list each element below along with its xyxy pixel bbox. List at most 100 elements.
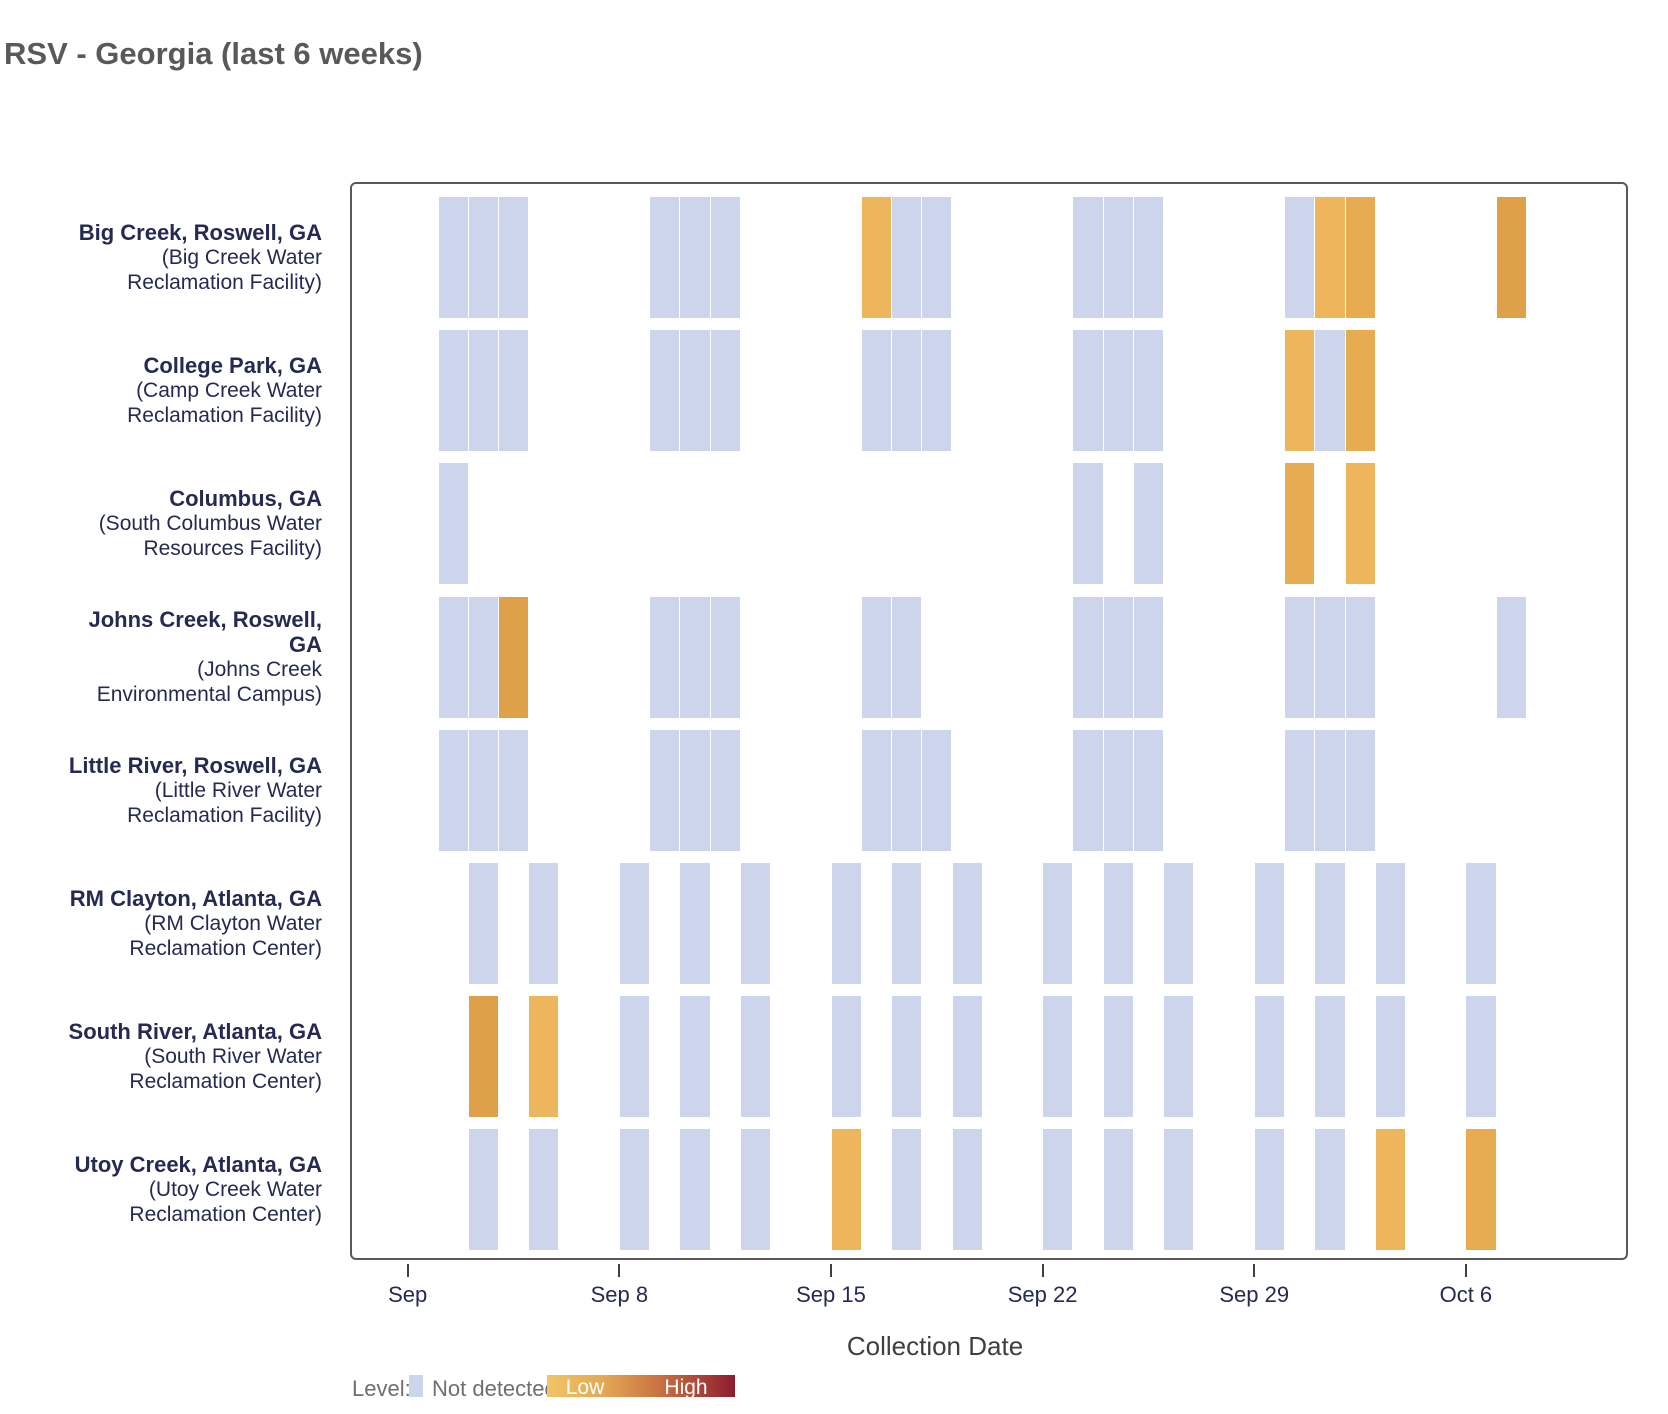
legend-not-detected-swatch <box>409 1375 423 1397</box>
heatmap-tile <box>1103 863 1133 984</box>
heatmap-tile <box>1466 1129 1496 1251</box>
heatmap-tile <box>680 1129 710 1251</box>
heatmap-tile <box>1345 729 1375 851</box>
heatmap-tile <box>922 729 952 851</box>
heatmap-tile <box>952 863 982 984</box>
row-label: Utoy Creek, Atlanta, GA (Utoy Creek Water… <box>0 1120 322 1260</box>
heatmap-tile <box>1164 863 1194 984</box>
heatmap-tile <box>1285 729 1315 851</box>
heatmap-tile <box>499 197 529 318</box>
facility-name-line: Reclamation Facility) <box>127 271 322 294</box>
heatmap-tile <box>1315 330 1345 452</box>
heatmap-tile <box>468 330 498 452</box>
heatmap-tile <box>1133 596 1164 718</box>
heatmap-tile <box>499 729 529 851</box>
heatmap-tile <box>468 197 498 318</box>
heatmap-tile <box>650 197 680 318</box>
x-axis-tick <box>829 1264 832 1277</box>
heatmap-tile <box>1043 863 1073 984</box>
row-label: RM Clayton, Atlanta, GA (RM Clayton Water… <box>0 854 322 994</box>
heatmap-tile <box>438 729 468 851</box>
heatmap-tile <box>499 330 529 452</box>
heatmap-tile <box>619 1129 650 1251</box>
heatmap-tile <box>892 330 922 452</box>
heatmap-tile <box>922 330 952 452</box>
heatmap-tile <box>1164 996 1194 1118</box>
heatmap-tile <box>892 729 922 851</box>
heatmap-tile <box>861 729 891 851</box>
heatmap-tile <box>1315 197 1345 318</box>
heatmap-tile <box>468 1129 498 1251</box>
heatmap-tile <box>1375 863 1405 984</box>
heatmap-panel <box>350 182 1628 1260</box>
heatmap-tile <box>468 729 498 851</box>
heatmap-tile <box>1164 1129 1194 1251</box>
heatmap-tile <box>831 996 861 1118</box>
heatmap-tile <box>1103 729 1133 851</box>
facility-name-line: (Big Creek Water <box>161 246 322 269</box>
heatmap-tile <box>952 996 982 1118</box>
row-label: Little River, Roswell, GA (Little River W… <box>0 720 322 860</box>
heatmap-tile <box>710 330 740 452</box>
heatmap-tile <box>680 996 710 1118</box>
facility-name-line: (South Columbus Water <box>98 512 322 536</box>
facility-name-line: (Camp Creek Water <box>136 379 322 403</box>
heatmap-tile <box>861 197 891 318</box>
legend-not-detected-label: Not detected <box>432 1376 557 1401</box>
heatmap-tile <box>438 330 468 452</box>
x-axis-tick-label: Sep 8 <box>590 1282 649 1307</box>
heatmap-tile <box>468 996 498 1118</box>
heatmap-tile <box>650 596 680 718</box>
heatmap-tile <box>1133 729 1164 851</box>
x-axis-tick-label: Sep 22 <box>1007 1282 1078 1307</box>
x-axis-tick-label: Sep <box>388 1282 428 1307</box>
heatmap-tile <box>438 463 468 585</box>
heatmap-tile <box>1285 463 1315 585</box>
heatmap-tile <box>1496 197 1526 318</box>
heatmap-tile <box>892 863 922 984</box>
heatmap-tile <box>1103 197 1133 318</box>
row-label: College Park, GA (Camp Creek Water Reclama… <box>0 321 322 461</box>
heatmap-tile <box>1315 729 1345 851</box>
heatmap-tile <box>1254 863 1285 984</box>
heatmap-tile <box>1103 996 1133 1118</box>
heatmap-tile <box>922 197 952 318</box>
heatmap-tile <box>1133 330 1164 452</box>
heatmap-tile <box>1043 1129 1073 1251</box>
site-name-line: Little River, Roswell, GA <box>68 752 322 778</box>
heatmap-tile <box>1315 863 1345 984</box>
heatmap-tile <box>1073 596 1103 718</box>
heatmap-tile <box>1345 596 1375 718</box>
heatmap-tile <box>1254 996 1285 1118</box>
heatmap-tile <box>710 596 740 718</box>
legend-gradient-bar <box>547 1375 735 1397</box>
heatmap-tile <box>619 863 650 984</box>
heatmap-tile <box>1073 197 1103 318</box>
heatmap-tile <box>680 197 710 318</box>
heatmap-tile <box>710 197 740 318</box>
chart-title: RSV - Georgia (last 6 weeks) <box>4 36 423 71</box>
facility-name-line: (Utoy Creek Water <box>148 1178 322 1202</box>
heatmap-tile <box>1073 729 1103 851</box>
heatmap-tile <box>861 330 891 452</box>
site-name-line: Johns Creek, Roswell, <box>88 607 322 633</box>
heatmap-tile <box>1073 463 1103 585</box>
heatmap-tile <box>1315 1129 1345 1251</box>
heatmap-tile <box>740 1129 771 1251</box>
heatmap-tile <box>1285 596 1315 718</box>
heatmap-tile <box>1345 197 1375 318</box>
x-axis-tick <box>1253 1264 1256 1277</box>
facility-name-line: Resources Facility) <box>143 537 322 561</box>
heatmap-tile <box>650 330 680 452</box>
heatmap-tile <box>529 863 559 984</box>
heatmap-tile <box>499 596 529 718</box>
legend-title: Level: <box>352 1376 411 1401</box>
heatmap-tile <box>680 330 710 452</box>
facility-name-line: Reclamation Center) <box>129 1203 322 1227</box>
row-label: Columbus, GA (South Columbus Water Resourc… <box>0 454 322 594</box>
heatmap-tile <box>740 996 771 1118</box>
legend-high-label: High <box>664 1376 708 1399</box>
facility-name-line: Reclamation Center) <box>129 1070 322 1094</box>
facility-name-line: (Little River Water <box>154 778 322 802</box>
